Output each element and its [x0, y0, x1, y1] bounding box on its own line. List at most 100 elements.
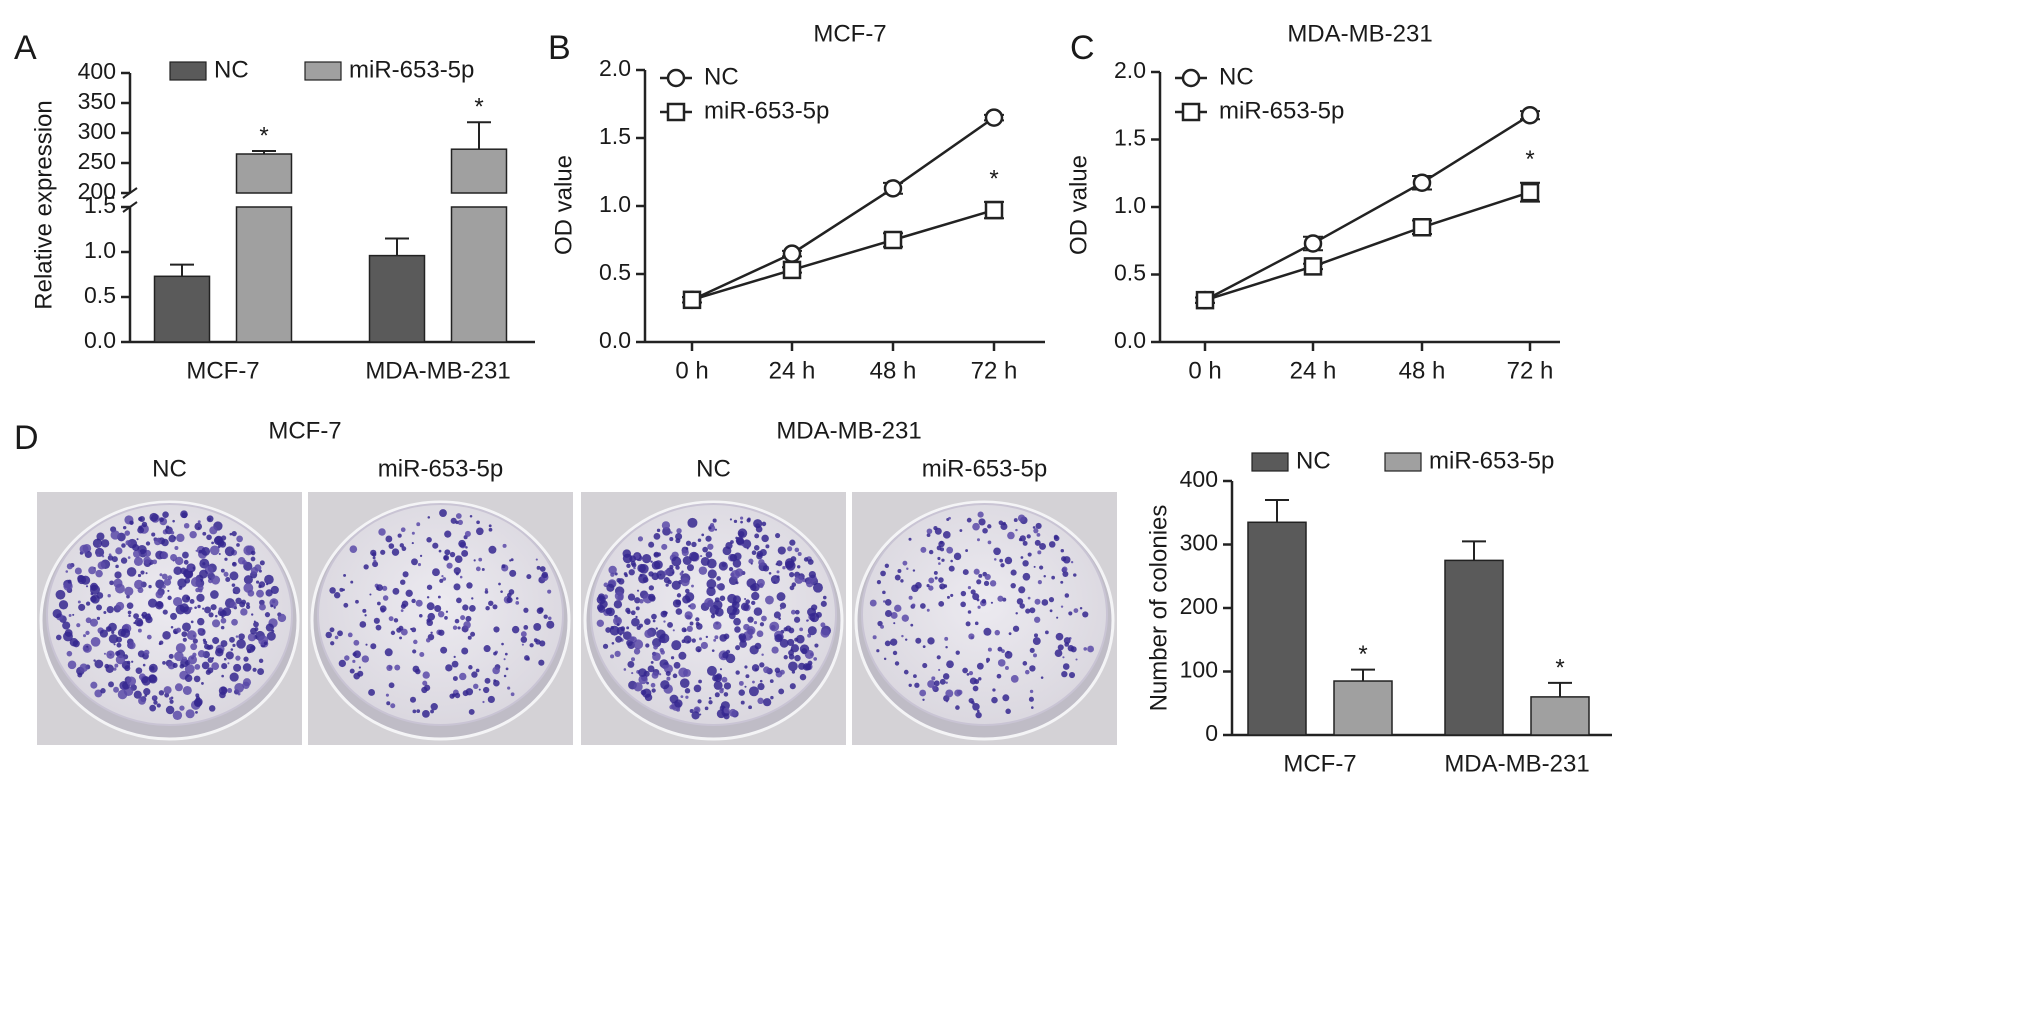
colony: [754, 533, 760, 539]
colony: [998, 520, 1004, 526]
colony: [701, 533, 705, 537]
colony-photo: [581, 492, 846, 745]
colony: [769, 679, 774, 683]
colony: [1019, 603, 1025, 609]
colony: [195, 693, 200, 698]
colony: [412, 665, 420, 673]
colony: [746, 547, 749, 550]
colony: [223, 657, 227, 661]
colony: [229, 532, 233, 536]
x-tick-label: MDA-MB-231: [365, 357, 510, 384]
colony: [211, 657, 215, 660]
y-tick-label: 300: [78, 118, 116, 144]
colony: [943, 584, 948, 588]
colony: [502, 543, 507, 548]
x-tick-label: 0 h: [1188, 357, 1221, 384]
colony: [189, 606, 193, 610]
colony: [678, 667, 689, 678]
colony: [705, 535, 712, 542]
colony: [172, 519, 175, 523]
colony: [468, 708, 475, 715]
colony: [938, 668, 941, 672]
colony: [197, 650, 206, 658]
colony: [233, 591, 236, 594]
colony: [1037, 580, 1042, 585]
colony: [187, 655, 198, 665]
colony: [629, 636, 635, 642]
colony: [753, 519, 763, 529]
colony: [253, 621, 259, 628]
colony: [221, 535, 227, 541]
colony: [631, 657, 636, 662]
colony: [111, 556, 118, 563]
colony: [908, 683, 912, 687]
colony: [66, 563, 73, 570]
colony: [1031, 706, 1034, 709]
colony: [609, 625, 620, 636]
colony: [699, 713, 702, 716]
colony: [738, 689, 745, 696]
colony: [138, 697, 146, 705]
colony: [653, 551, 660, 558]
bar: [1333, 680, 1393, 736]
colony: [665, 583, 669, 587]
colony: [681, 627, 687, 633]
point: [1303, 234, 1323, 253]
y-tick-label: 350: [78, 88, 116, 114]
colony: [659, 573, 662, 576]
colony: [221, 616, 224, 619]
colony: [1055, 632, 1064, 641]
colony: [227, 688, 233, 694]
colony: [419, 614, 423, 618]
colony: [218, 607, 223, 612]
colony: [810, 652, 814, 657]
colony: [776, 575, 780, 579]
colony: [478, 557, 483, 562]
colony: [469, 605, 476, 612]
colony: [708, 526, 712, 530]
bar: [1530, 696, 1590, 736]
colony: [115, 564, 119, 569]
colony: [993, 547, 1001, 556]
colony: [117, 689, 128, 700]
colony: [986, 660, 989, 663]
colony: [622, 549, 632, 558]
colony: [996, 673, 1002, 679]
colony: [876, 649, 880, 653]
colony: [672, 629, 675, 632]
colony: [225, 577, 231, 583]
colony: [740, 516, 744, 520]
colony: [507, 592, 512, 598]
colony: [388, 682, 395, 689]
colony: [714, 607, 724, 617]
colony: [761, 653, 764, 656]
colony: [179, 603, 189, 613]
colony: [1000, 563, 1005, 568]
colony: [189, 598, 195, 604]
colony: [716, 576, 721, 581]
colony: [475, 668, 480, 673]
colony: [463, 621, 471, 629]
colony: [665, 670, 671, 677]
colony: [439, 578, 444, 583]
line: [1204, 190, 1531, 302]
colony: [503, 658, 506, 661]
colony: [941, 558, 945, 562]
colony: [761, 615, 767, 622]
colony: [695, 617, 700, 622]
colony: [820, 628, 830, 638]
colony: [400, 579, 406, 585]
colony: [67, 660, 77, 670]
colony: [442, 577, 447, 581]
colony: [992, 688, 996, 692]
colony: [370, 549, 377, 556]
colony: [633, 566, 636, 570]
colony: [708, 697, 712, 700]
colony: [882, 600, 886, 603]
x-tick-label: MCF-7: [1283, 750, 1356, 777]
colony: [492, 666, 500, 675]
image-label: NC: [696, 455, 731, 482]
colony: [1053, 535, 1060, 542]
colony: [1061, 566, 1068, 572]
colony: [962, 569, 969, 576]
